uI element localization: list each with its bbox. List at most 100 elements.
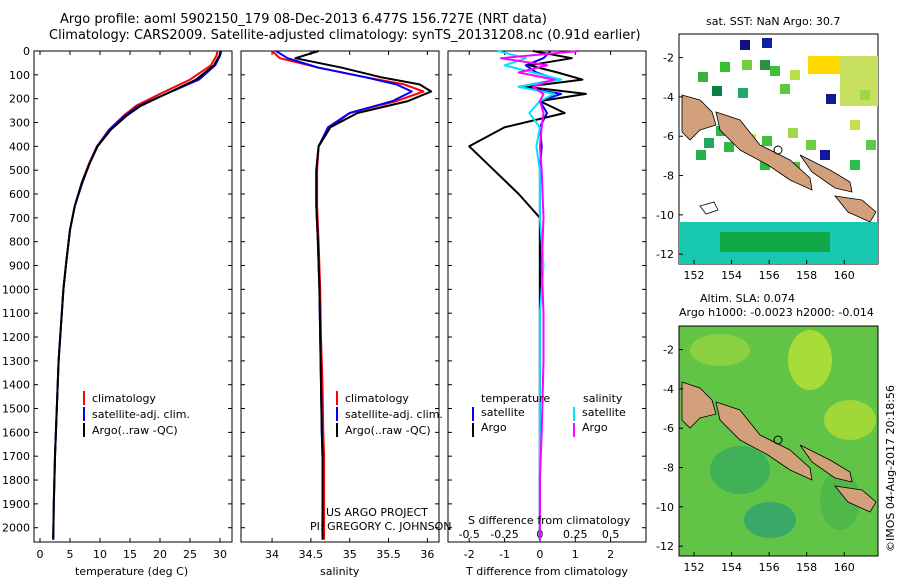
sst-pixel bbox=[740, 40, 750, 50]
sst-land bbox=[681, 94, 877, 223]
sst-swath bbox=[679, 56, 878, 264]
depth-tick-label: 0 bbox=[23, 45, 30, 58]
depth-tick-label: 1600 bbox=[2, 426, 30, 439]
map-x-tick-label: 160 bbox=[834, 561, 855, 574]
difference-legend: temperature salinity satellite Argo sate… bbox=[472, 392, 626, 437]
salinity-legend: climatology satellite-adj. clim. Argo(..… bbox=[336, 391, 443, 437]
legend-argo: Argo(..raw -QC) bbox=[92, 424, 178, 437]
depth-tick-label: 1900 bbox=[2, 498, 30, 511]
series-line-s-satellite bbox=[497, 50, 563, 540]
difference-lines bbox=[468, 50, 587, 540]
depth-tick-label: 400 bbox=[9, 140, 30, 153]
map-x-tick-label: 154 bbox=[721, 561, 742, 574]
map-x-tick-label: 158 bbox=[796, 269, 817, 282]
temperature-xlabel: temperature (deg C) bbox=[75, 565, 188, 578]
depth-tick-label: 1700 bbox=[2, 450, 30, 463]
map-x-tick-label: 160 bbox=[834, 269, 855, 282]
series-line-t-argo bbox=[468, 50, 587, 540]
x-tick-label: 5 bbox=[67, 548, 74, 561]
depth-tick-label: 1400 bbox=[2, 379, 30, 392]
legend-salinity-title: salinity bbox=[583, 392, 623, 405]
salinity-axes-frame bbox=[240, 50, 440, 543]
x-tick-label: 25 bbox=[183, 548, 197, 561]
sst-pixel bbox=[720, 62, 730, 72]
temperature-panel: 0100200300400500600700800900100011001200… bbox=[2, 45, 233, 578]
sst-pixel bbox=[850, 120, 860, 130]
sst-pixel bbox=[760, 160, 770, 170]
depth-tick-labels: 0 100 200 300 400 500 600 700 800 900 1000 1100 1200… bbox=[2, 45, 30, 535]
x-tick-label: 34 bbox=[265, 548, 279, 561]
difference-axes-frame bbox=[447, 50, 647, 543]
sst-swath-patch bbox=[720, 232, 830, 252]
sst-pixel bbox=[850, 160, 860, 170]
sst-y-tick-labels: -2 -4 -6 -8 -10 -12 bbox=[656, 52, 683, 261]
s-diff-xlabel: S difference from climatology bbox=[468, 514, 631, 527]
x-tick-label: 20 bbox=[153, 548, 167, 561]
pi-annotation: PI: GREGORY C. JOHNSON bbox=[310, 520, 451, 533]
s-diff-tick-label: -0.5 bbox=[458, 528, 479, 541]
sst-pixel bbox=[860, 90, 870, 100]
sst-pixel bbox=[788, 128, 798, 138]
depth-tick-label: 1300 bbox=[2, 355, 30, 368]
salinity-panel: 34 34.5 35 35.5 36 salinity climatology sate… bbox=[240, 50, 451, 578]
temperature-axes-frame bbox=[33, 50, 233, 543]
depth-tick-label: 900 bbox=[9, 260, 30, 273]
x-tick-label: -1 bbox=[499, 548, 510, 561]
map-x-tick-label: 156 bbox=[759, 269, 780, 282]
legend-t-satellite: satellite bbox=[481, 406, 525, 419]
depth-tick-label: 300 bbox=[9, 117, 30, 130]
map-y-tick-label: -6 bbox=[663, 422, 674, 435]
salinity-tick-labels: 34 34.5 35 35.5 36 bbox=[241, 50, 439, 561]
temperature-legend: climatology satellite-adj. clim. Argo(..… bbox=[83, 391, 190, 437]
sst-x-tick-labels: 152 154 156 158 160 bbox=[684, 260, 855, 282]
sla-title-1: Altim. SLA: 0.074 bbox=[700, 292, 795, 305]
title-line-1: Argo profile: aoml 5902150_179 08-Dec-20… bbox=[60, 12, 547, 27]
series-line-climatology bbox=[52, 50, 219, 540]
temperature-tick-labels: 0 5 10 15 20 25 30 bbox=[34, 50, 232, 561]
series-line-argo-raw-qc- bbox=[52, 50, 222, 540]
salinity-xlabel: salinity bbox=[320, 565, 360, 578]
depth-tick-label: 800 bbox=[9, 236, 30, 249]
x-tick-label: 34.5 bbox=[299, 548, 324, 561]
sla-land bbox=[681, 381, 877, 513]
project-annotation: US ARGO PROJECT bbox=[326, 506, 428, 519]
x-tick-label: 35.5 bbox=[376, 548, 401, 561]
sst-pixel bbox=[704, 138, 714, 148]
map-x-tick-label: 156 bbox=[759, 561, 780, 574]
legend-satellite: satellite-adj. clim. bbox=[345, 408, 443, 421]
depth-tick-label: 200 bbox=[9, 93, 30, 106]
sst-pixel bbox=[806, 140, 816, 150]
series-line-satellite-adj-clim- bbox=[52, 50, 223, 540]
sla-x-tick-labels: 152 154 156 158 160 bbox=[684, 552, 855, 574]
map-y-tick-label: -4 bbox=[663, 383, 674, 396]
map-y-tick-label: -10 bbox=[656, 209, 674, 222]
depth-tick-label: 1800 bbox=[2, 474, 30, 487]
series-line-satellite-adj-clim- bbox=[275, 50, 413, 540]
difference-panel: -2 -1 0 1 2 -0.5 -0.25 0 0.25 0.5 S difference f… bbox=[447, 50, 647, 578]
temperature-lines bbox=[52, 50, 223, 540]
legend-climatology: climatology bbox=[92, 392, 156, 405]
x-tick-label: 30 bbox=[213, 548, 227, 561]
s-diff-tick-label: 0.5 bbox=[602, 528, 620, 541]
sst-pixel bbox=[780, 84, 790, 94]
map-x-tick-label: 152 bbox=[684, 561, 705, 574]
legend-satellite: satellite-adj. clim. bbox=[92, 408, 190, 421]
depth-tick-label: 1200 bbox=[2, 331, 30, 344]
legend-s-argo: Argo bbox=[582, 421, 608, 434]
argo-float-marker bbox=[773, 145, 783, 155]
x-tick-label: 2 bbox=[607, 548, 614, 561]
x-tick-label: 1 bbox=[572, 548, 579, 561]
x-tick-label: 36 bbox=[420, 548, 434, 561]
legend-s-satellite: satellite bbox=[582, 406, 626, 419]
depth-tick-label: 600 bbox=[9, 188, 30, 201]
legend-climatology: climatology bbox=[345, 392, 409, 405]
s-diff-tick-label: 0.25 bbox=[563, 528, 588, 541]
map-y-tick-label: -8 bbox=[663, 462, 674, 475]
sst-pixel bbox=[712, 86, 722, 96]
x-tick-label: 10 bbox=[93, 548, 107, 561]
sst-map: sat. SST: NaN Argo: 30.7 152 154 156 158 160… bbox=[656, 15, 879, 282]
series-line-climatology bbox=[271, 50, 425, 540]
sst-pixel bbox=[760, 60, 770, 70]
x-tick-label: 15 bbox=[123, 548, 137, 561]
